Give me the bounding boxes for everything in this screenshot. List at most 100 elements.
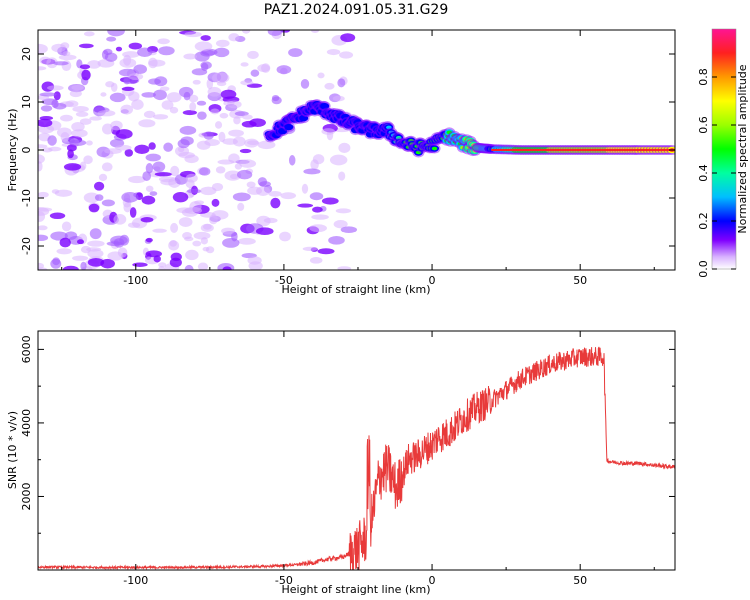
noise-blob bbox=[163, 142, 173, 152]
noise-blob bbox=[94, 194, 104, 201]
noise-blob bbox=[71, 122, 85, 132]
noise-blob bbox=[261, 63, 271, 73]
noise-blob bbox=[217, 159, 235, 165]
noise-blob bbox=[81, 69, 91, 81]
snr-frame bbox=[37, 330, 676, 571]
noise-blob bbox=[189, 102, 197, 112]
noise-blob bbox=[268, 190, 282, 197]
snr-ticks: -100 -50 0 50 2000 4000 6000 bbox=[20, 331, 675, 587]
noise-blob bbox=[242, 114, 253, 120]
noise-blob bbox=[215, 39, 230, 48]
noise-blob bbox=[169, 106, 179, 114]
noise-blob bbox=[69, 90, 82, 98]
noise-blob bbox=[192, 240, 202, 247]
noise-blob bbox=[100, 258, 115, 269]
noise-blob bbox=[183, 91, 191, 101]
noise-blob bbox=[47, 85, 64, 91]
noise-blob bbox=[38, 118, 53, 128]
noise-blob bbox=[59, 114, 73, 122]
noise-blob bbox=[192, 79, 201, 85]
noise-blob bbox=[133, 64, 148, 75]
noise-blob bbox=[301, 183, 309, 194]
noise-blob bbox=[62, 265, 79, 270]
noise-blob bbox=[149, 191, 158, 196]
noise-blob bbox=[53, 102, 67, 110]
noise-blob bbox=[203, 131, 214, 140]
noise-blob bbox=[218, 131, 226, 143]
noise-blob bbox=[160, 178, 177, 186]
noise-blob bbox=[153, 89, 167, 101]
noise-blob bbox=[47, 135, 57, 146]
noise-blob bbox=[113, 214, 127, 225]
noise-blob bbox=[38, 191, 49, 198]
noise-blob bbox=[72, 106, 89, 113]
noise-blob bbox=[100, 92, 107, 97]
noise-blob bbox=[86, 247, 102, 252]
noise-blob bbox=[326, 48, 341, 56]
snr-y-tick-label: 4000 bbox=[20, 409, 33, 437]
noise-blob bbox=[170, 165, 180, 177]
noise-blob bbox=[79, 118, 92, 125]
noise-blob bbox=[87, 60, 101, 69]
noise-blob bbox=[106, 36, 117, 42]
noise-blob bbox=[241, 30, 251, 34]
noise-blob bbox=[246, 181, 256, 188]
noise-blob bbox=[152, 114, 169, 120]
noise-blob bbox=[178, 217, 193, 227]
snr-y-label: SNR (10 * v/v) bbox=[6, 411, 19, 489]
noise-blob bbox=[321, 128, 336, 135]
noise-blob bbox=[321, 197, 339, 205]
noise-blob bbox=[145, 153, 162, 162]
noise-blob bbox=[263, 217, 278, 224]
noise-blob bbox=[83, 31, 95, 37]
noise-blob bbox=[104, 148, 122, 155]
noise-blob bbox=[276, 65, 292, 75]
noise-blob bbox=[41, 98, 58, 106]
noise-blob bbox=[38, 132, 51, 142]
noise-blob bbox=[56, 248, 72, 255]
noise-blob bbox=[184, 154, 199, 164]
noise-blob bbox=[109, 92, 126, 103]
noise-blob bbox=[193, 231, 211, 240]
noise-blob bbox=[75, 111, 89, 117]
noise-blob bbox=[202, 246, 210, 252]
noise-blob bbox=[128, 42, 143, 50]
noise-blob bbox=[237, 202, 245, 211]
colorbar-tick-label: 0.6 bbox=[697, 116, 710, 134]
noise-blob bbox=[101, 199, 115, 207]
colorbar: 0.0 0.2 0.4 0.6 0.8 Normalized spectral ampl… bbox=[697, 28, 749, 278]
noise-blob bbox=[159, 86, 170, 92]
noise-blob bbox=[123, 202, 132, 213]
noise-blob bbox=[141, 195, 156, 205]
noise-blob bbox=[188, 94, 199, 103]
noise-blob bbox=[191, 68, 208, 76]
snr-x-tick-label: 50 bbox=[573, 574, 587, 587]
noise-blob bbox=[338, 142, 351, 153]
noise-blob bbox=[227, 100, 242, 109]
noise-blob bbox=[161, 100, 174, 110]
noise-blob bbox=[300, 78, 310, 89]
noise-blob bbox=[53, 61, 69, 66]
noise-blob bbox=[335, 208, 352, 214]
noise-blob bbox=[247, 186, 263, 195]
noise-blob bbox=[185, 249, 199, 261]
noise-blob bbox=[66, 144, 77, 152]
noise-blob bbox=[184, 236, 194, 242]
snr-y-tick-label: 6000 bbox=[20, 335, 33, 363]
noise-blob bbox=[172, 191, 189, 203]
noise-blob bbox=[142, 171, 152, 181]
noise-blob bbox=[128, 91, 140, 102]
noise-blob bbox=[182, 110, 197, 116]
noise-blob bbox=[65, 100, 79, 108]
noise-blob bbox=[123, 54, 132, 66]
noise-blob bbox=[157, 38, 170, 45]
noise-blob bbox=[239, 148, 252, 154]
noise-blob bbox=[309, 224, 327, 233]
noise-blob bbox=[121, 86, 135, 91]
noise-blob bbox=[148, 142, 156, 150]
noise-blob bbox=[115, 129, 133, 139]
noise-blob bbox=[311, 30, 320, 34]
ridge-core bbox=[342, 115, 349, 119]
noise-blob bbox=[177, 139, 190, 149]
noise-blob bbox=[311, 214, 329, 220]
